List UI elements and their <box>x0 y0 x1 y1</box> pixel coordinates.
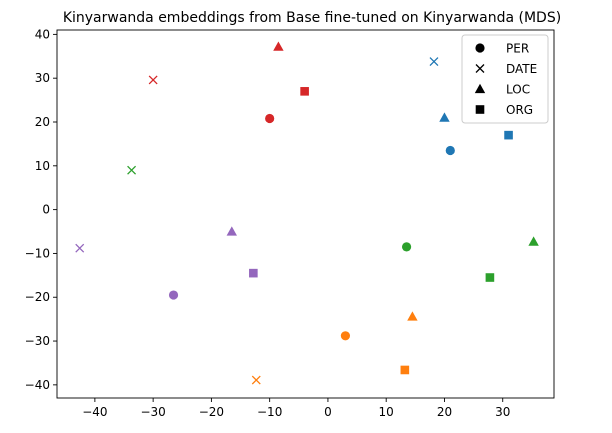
y-tick-label: −30 <box>25 334 50 348</box>
data-point <box>401 242 412 252</box>
data-point <box>429 57 439 67</box>
data-point <box>273 41 284 51</box>
axes-frame <box>56 29 555 399</box>
data-point <box>340 331 351 341</box>
data-point <box>75 243 85 253</box>
y-tick-label: −10 <box>25 246 50 260</box>
y-tick-label: 30 <box>35 71 50 85</box>
legend-label: PER <box>506 42 529 56</box>
legend-label: ORG <box>506 103 533 117</box>
data-point <box>439 112 450 122</box>
legend-label: LOC <box>506 83 530 97</box>
x-tick-label: −10 <box>257 405 282 419</box>
data-point <box>300 87 309 96</box>
data-point <box>485 273 495 282</box>
y-tick-label: 0 <box>42 203 50 217</box>
legend-box <box>461 34 549 124</box>
data-point <box>528 236 539 246</box>
data-point <box>400 365 410 375</box>
x-tick-label: 20 <box>437 405 452 419</box>
data-point <box>265 113 275 124</box>
y-tick-label: −20 <box>25 290 50 304</box>
x-tick-label: 10 <box>379 405 394 419</box>
data-point <box>127 165 137 175</box>
legend-marker-x <box>475 64 485 73</box>
x-tick-label: −40 <box>82 405 107 419</box>
legend-marker-square <box>475 105 485 114</box>
legend-marker-triangle <box>474 83 486 94</box>
x-tick-label: −30 <box>140 405 165 419</box>
data-point <box>504 130 513 140</box>
data-point <box>148 75 158 85</box>
data-point <box>226 226 237 236</box>
legend-marker-circle <box>475 43 485 53</box>
y-tick-label: 10 <box>35 159 50 173</box>
plot-area: −40 −30 −20 −10 0 10 20 30 −40 −30 −20 −10 0 10 20 30 40 <box>25 27 555 419</box>
data-point <box>251 375 261 385</box>
data-point <box>168 290 179 300</box>
data-point <box>445 145 455 156</box>
y-tick-label: −40 <box>25 378 50 392</box>
x-tick-label: 30 <box>495 405 510 419</box>
chart-title: Kinyarwanda embeddings from Base fine-tu… <box>63 10 561 26</box>
y-tick-label: 40 <box>35 27 50 41</box>
data-point <box>249 268 258 278</box>
legend: PER DATE LOC ORG <box>461 34 549 124</box>
x-tick-label: 0 <box>324 405 332 419</box>
y-tick-label: 20 <box>35 115 50 129</box>
data-point <box>407 311 418 321</box>
x-tick-label: −20 <box>199 405 224 419</box>
legend-label: DATE <box>506 62 537 76</box>
